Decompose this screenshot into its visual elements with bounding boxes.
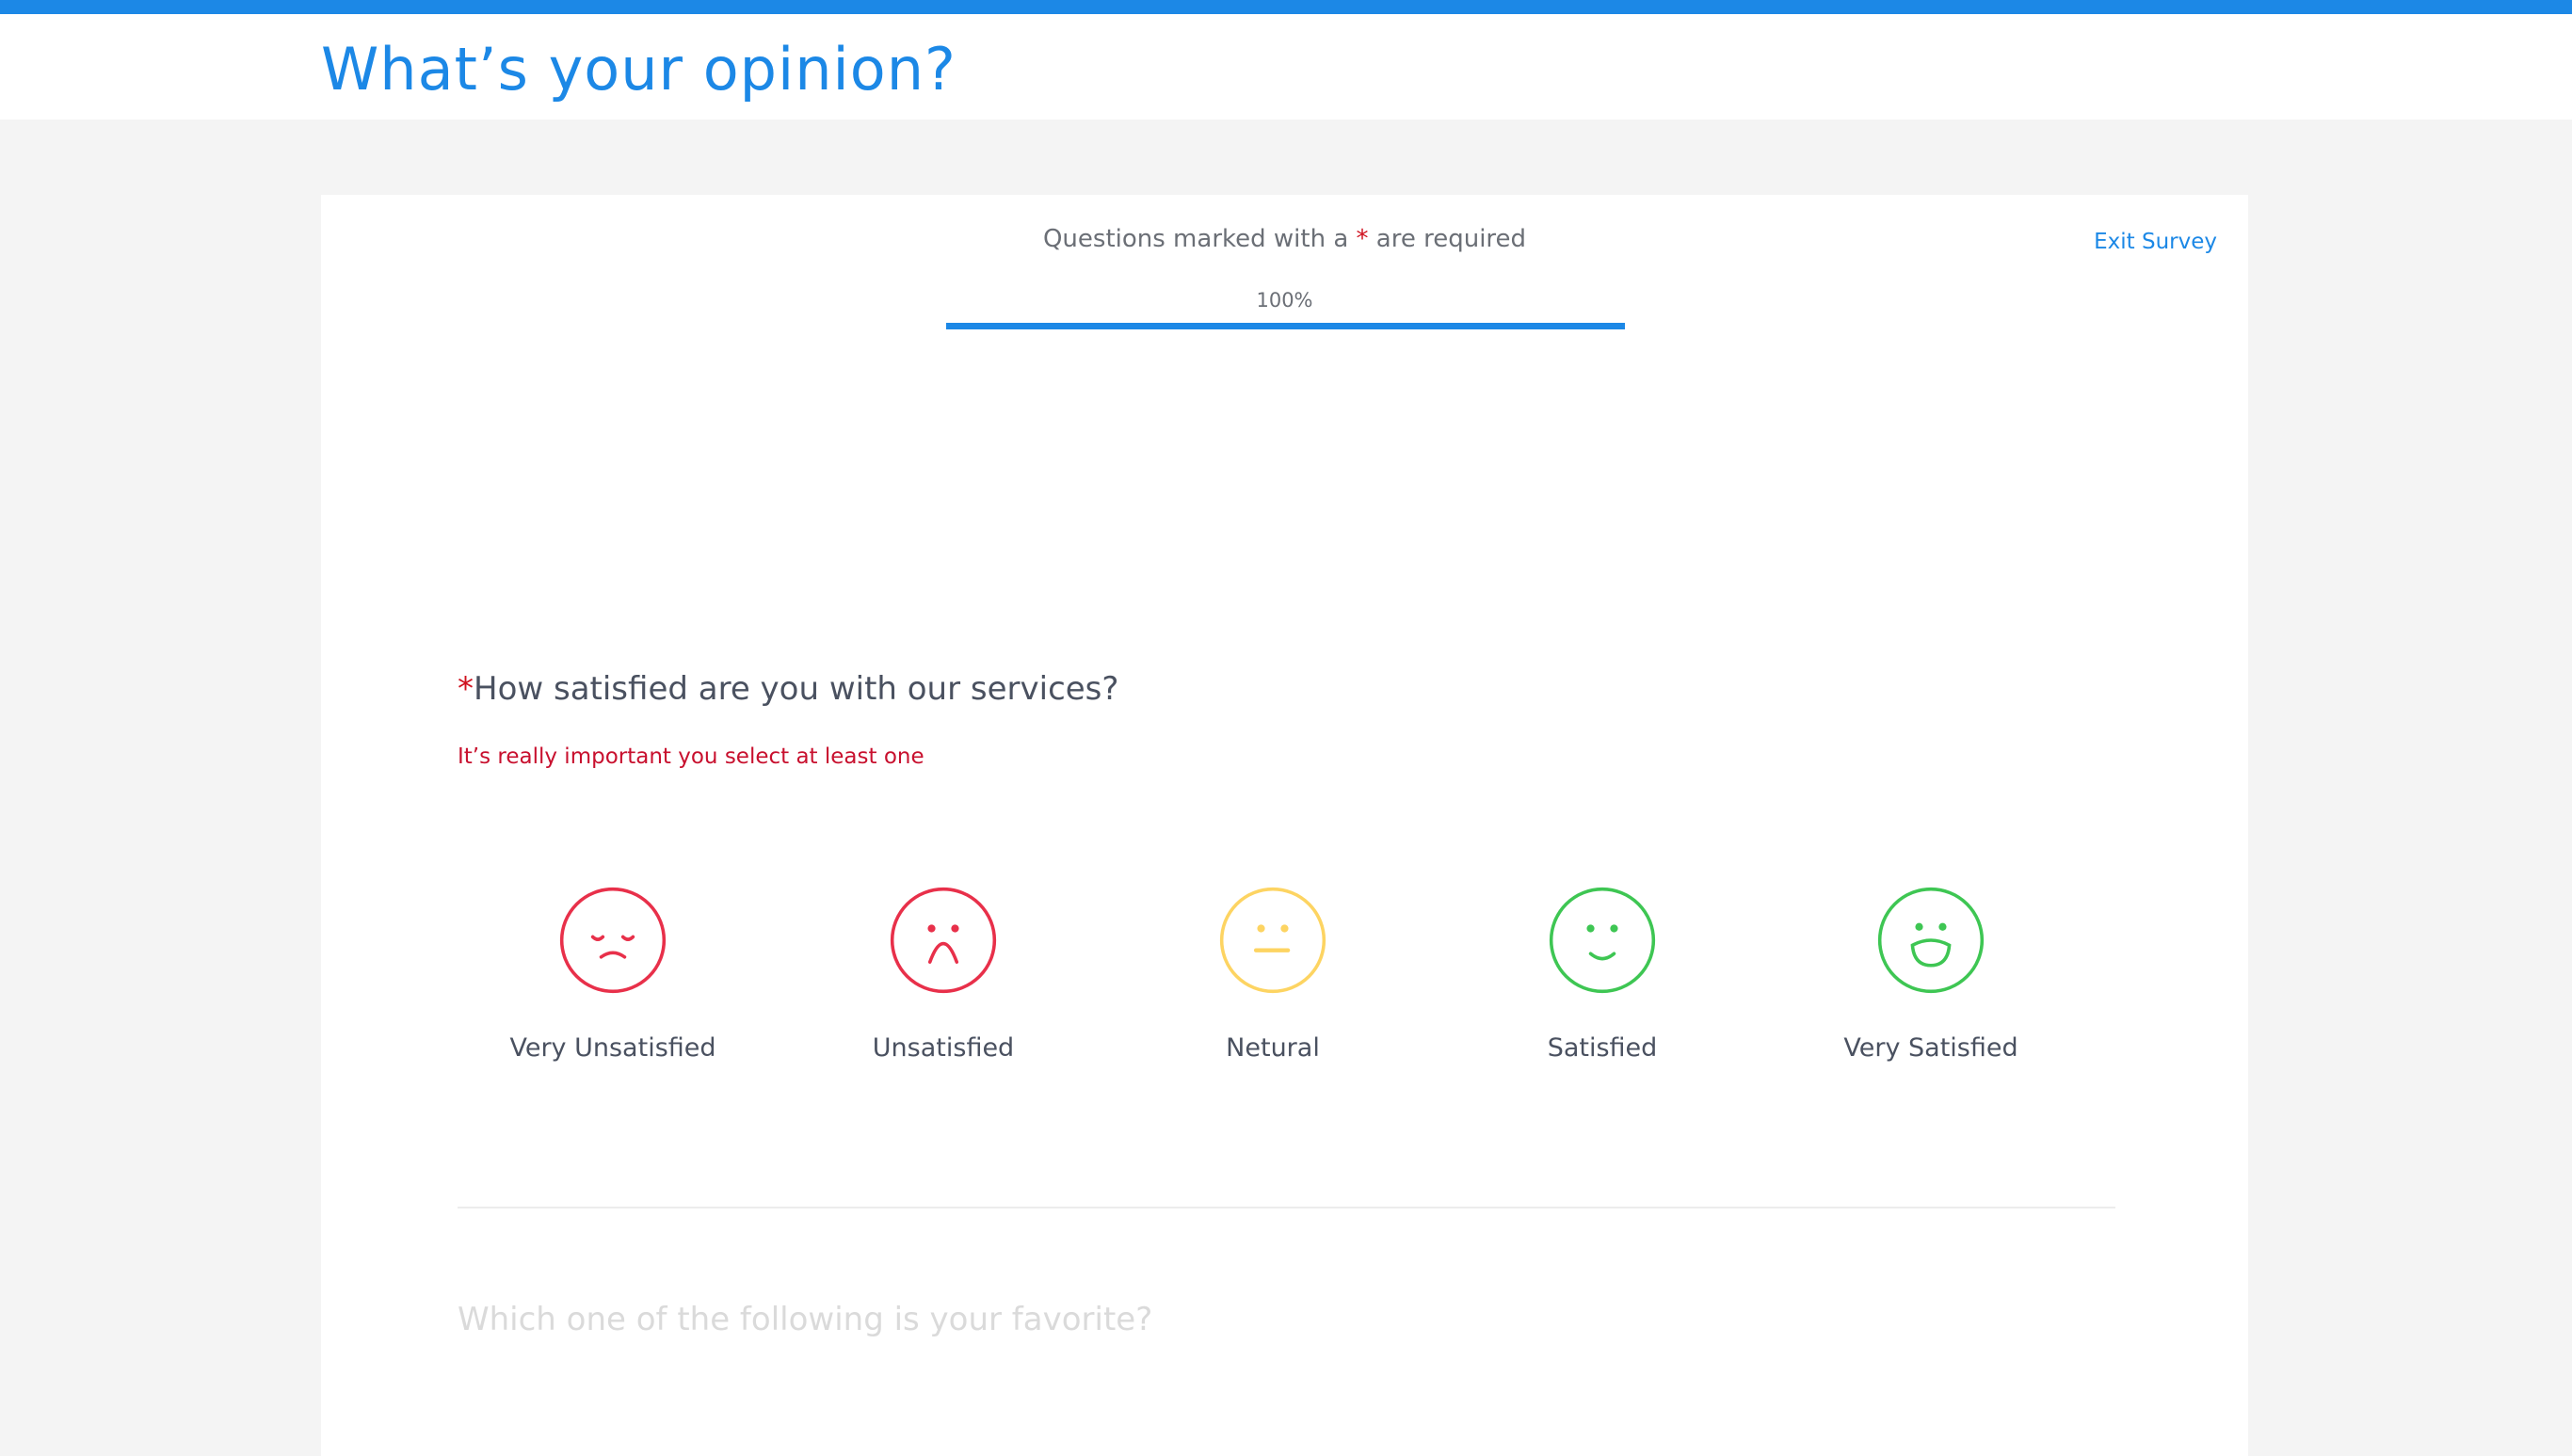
unsatisfied-face-icon xyxy=(890,887,997,994)
required-note-suffix: are required xyxy=(1368,225,1527,253)
satisfied-face-icon xyxy=(1549,887,1656,994)
option-label: Satisfied xyxy=(1547,1033,1658,1063)
required-star: * xyxy=(1356,225,1369,253)
divider xyxy=(458,1207,2115,1208)
required-note: Questions marked with a * are required xyxy=(321,225,2248,253)
progress-bar xyxy=(946,323,1625,329)
question-title: *How satisfied are you with our services… xyxy=(458,670,1118,708)
option-label: Very Unsatisfied xyxy=(509,1033,716,1063)
top-accent-bar xyxy=(0,0,2572,14)
option-label: Unsatisfied xyxy=(872,1033,1015,1063)
option-label: Netural xyxy=(1226,1033,1320,1063)
option-neutral[interactable]: Netural xyxy=(1132,887,1414,1063)
required-star: * xyxy=(458,670,474,708)
neutral-face-icon xyxy=(1219,887,1326,994)
very-unsatisfied-face-icon xyxy=(559,887,667,994)
validation-message: It’s really important you select at leas… xyxy=(458,744,924,769)
survey-card: Questions marked with a * are required E… xyxy=(321,195,2248,1456)
option-satisfied[interactable]: Satisfied xyxy=(1461,887,1744,1063)
question-text: How satisfied are you with our services? xyxy=(474,670,1119,708)
option-label: Very Satisfied xyxy=(1843,1033,2018,1063)
option-very-satisfied[interactable]: Very Satisfied xyxy=(1790,887,2072,1063)
next-question-title: Which one of the following is your favor… xyxy=(458,1301,1153,1338)
option-unsatisfied[interactable]: Unsatisfied xyxy=(802,887,1085,1063)
progress-label: 100% xyxy=(1256,289,1313,312)
required-note-prefix: Questions marked with a xyxy=(1042,225,1357,253)
page-title: What’s your opinion? xyxy=(321,35,956,104)
exit-survey-link[interactable]: Exit Survey xyxy=(2094,230,2217,254)
progress-fill xyxy=(946,323,1625,329)
option-very-unsatisfied[interactable]: Very Unsatisfied xyxy=(472,887,754,1063)
very-satisfied-face-icon xyxy=(1877,887,1985,994)
header: What’s your opinion? xyxy=(0,14,2572,120)
